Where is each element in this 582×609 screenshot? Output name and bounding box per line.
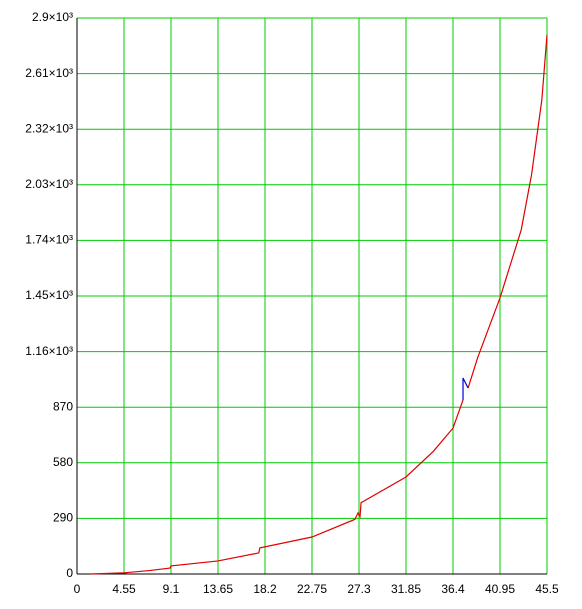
x-tick-label: 36.4 xyxy=(441,582,465,596)
x-tick-label: 9.1 xyxy=(163,582,180,596)
y-tick-label: 870 xyxy=(53,399,73,413)
data-line xyxy=(462,377,469,401)
y-tick-label: 2.61×10³ xyxy=(25,66,73,80)
data-line xyxy=(90,34,548,575)
x-tick-label: 22.75 xyxy=(297,582,327,596)
y-tick-label: 2.03×10³ xyxy=(25,177,73,191)
y-tick-label: 2.9×10³ xyxy=(32,10,73,24)
x-tick-label: 40.95 xyxy=(485,582,515,596)
y-tick-label: 2.32×10³ xyxy=(25,121,73,135)
y-tick-label: 0 xyxy=(66,566,73,580)
y-tick-label: 1.74×10³ xyxy=(25,233,73,247)
x-tick-label: 27.3 xyxy=(347,582,371,596)
x-tick-label: 18.2 xyxy=(253,582,277,596)
x-tick-label: 31.85 xyxy=(391,582,421,596)
x-tick-label: 45.5 xyxy=(535,582,559,596)
x-tick-label: 13.65 xyxy=(203,582,233,596)
x-tick-label: 0 xyxy=(74,582,81,596)
y-tick-label: 1.45×10³ xyxy=(25,288,73,302)
x-tick-label: 4.55 xyxy=(112,582,136,596)
y-tick-label: 580 xyxy=(53,455,73,469)
y-tick-label: 1.16×10³ xyxy=(25,344,73,358)
y-tick-label: 290 xyxy=(53,511,73,525)
